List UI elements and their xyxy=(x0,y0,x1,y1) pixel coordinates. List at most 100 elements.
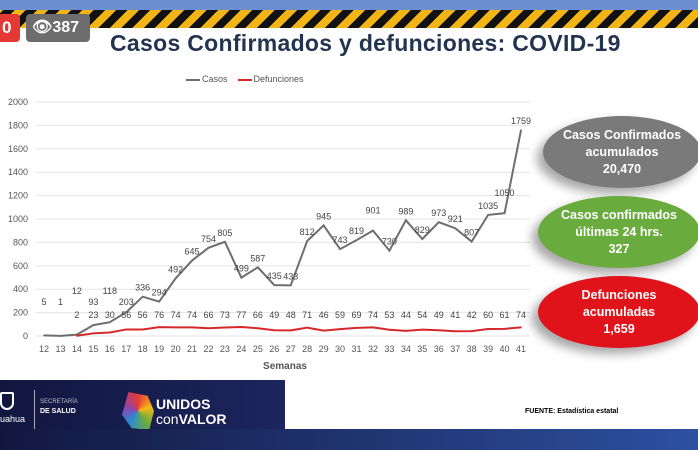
x-tick-label: 14 xyxy=(72,344,82,354)
x-tick-label: 35 xyxy=(417,344,427,354)
data-point xyxy=(503,328,506,330)
data-point xyxy=(470,240,473,243)
x-tick-label: 13 xyxy=(55,344,65,354)
x-tick-label: 16 xyxy=(105,344,115,354)
y-tick-label: 2000 xyxy=(8,97,28,107)
x-tick-label: 33 xyxy=(384,344,394,354)
legend-defunciones: Defunciones xyxy=(237,74,304,84)
data-point xyxy=(289,284,292,287)
data-label: 74 xyxy=(187,310,197,320)
x-tick-label: 25 xyxy=(253,344,263,354)
data-label: 41 xyxy=(450,310,460,320)
value: 327 xyxy=(608,241,630,256)
data-point xyxy=(487,214,489,216)
data-point xyxy=(207,246,210,249)
data-label: 819 xyxy=(349,226,364,236)
data-label: 66 xyxy=(253,310,263,320)
data-point xyxy=(454,330,457,333)
bubble-casos-24h: Casos confirmados últimas 24 hrs. 327 xyxy=(538,196,698,268)
bubble-casos-acumulados: Casos Confirmados acumulados 20,470 xyxy=(543,116,698,188)
data-label: 5 xyxy=(41,297,46,307)
data-label: 499 xyxy=(234,264,249,274)
x-tick-label: 26 xyxy=(269,344,279,354)
x-tick-label: 40 xyxy=(500,344,510,354)
data-point xyxy=(503,212,506,214)
x-tick-label: 39 xyxy=(483,344,493,354)
x-tick-label: 22 xyxy=(203,344,213,354)
data-label: 54 xyxy=(417,310,427,320)
x-tick-label: 36 xyxy=(434,344,444,354)
data-label: 48 xyxy=(286,310,296,320)
data-label: 1035 xyxy=(478,201,498,211)
data-label: 730 xyxy=(382,237,397,247)
data-point xyxy=(125,311,128,314)
state-name: uahua xyxy=(0,414,26,424)
data-label: 44 xyxy=(401,310,411,320)
data-point xyxy=(141,295,144,298)
data-point xyxy=(240,326,243,328)
data-label: 60 xyxy=(483,310,493,320)
data-point xyxy=(405,219,407,222)
data-point xyxy=(240,276,243,279)
value: 20,470 xyxy=(602,161,642,176)
series-line-casos xyxy=(43,130,522,337)
data-label: 336 xyxy=(135,283,150,293)
data-label: 74 xyxy=(516,310,526,320)
data-label: 66 xyxy=(203,310,213,320)
x-axis-label: Semanas xyxy=(263,361,307,372)
data-point xyxy=(388,328,391,331)
x-tick-label: 12 xyxy=(39,344,49,354)
data-label: 2 xyxy=(74,310,79,320)
data-point xyxy=(273,329,276,332)
x-tick-label: 18 xyxy=(138,344,148,354)
x-tick-label: 24 xyxy=(236,344,246,354)
data-label: 945 xyxy=(316,211,331,221)
y-tick-label: 0 xyxy=(23,331,28,341)
y-tick-label: 200 xyxy=(13,308,28,318)
data-point xyxy=(43,334,45,337)
source-note: FUENTE: Estadística estatal xyxy=(525,408,619,415)
legend-casos: Casos xyxy=(186,74,228,84)
data-label: 74 xyxy=(368,310,378,320)
data-point xyxy=(59,335,62,337)
page-title: Casos Confirmados y defunciones: COVID-1… xyxy=(110,30,621,56)
data-label: 23 xyxy=(88,310,98,320)
state-shield-logo xyxy=(0,392,14,410)
data-label: 812 xyxy=(300,227,315,237)
data-label: 42 xyxy=(467,310,477,320)
data-label: 12 xyxy=(72,286,82,296)
data-point xyxy=(158,300,160,303)
x-tick-label: 37 xyxy=(450,344,460,354)
data-label: 645 xyxy=(185,247,200,257)
data-point xyxy=(520,326,522,329)
x-tick-label: 34 xyxy=(401,344,411,354)
data-point xyxy=(355,239,358,241)
x-tick-label: 21 xyxy=(187,344,197,354)
data-point xyxy=(224,241,226,243)
data-point xyxy=(224,326,226,329)
data-point xyxy=(421,238,424,240)
data-point xyxy=(421,328,424,331)
data-label: 53 xyxy=(384,310,394,320)
data-point xyxy=(174,326,177,329)
data-label: 973 xyxy=(431,208,446,218)
data-point xyxy=(191,326,193,329)
unidos-con-valor: UNIDOS conVALOR xyxy=(156,396,227,427)
live-badge: 0 xyxy=(0,14,20,42)
data-label: 203 xyxy=(119,297,134,307)
x-tick-label: 28 xyxy=(302,344,312,354)
divider xyxy=(34,390,35,432)
data-label: 49 xyxy=(269,310,279,320)
series-line-defunciones xyxy=(76,325,522,337)
x-tick-label: 38 xyxy=(467,344,477,354)
footer-white-panel xyxy=(285,380,698,429)
x-tick-label: 19 xyxy=(154,344,164,354)
value: 1,659 xyxy=(603,321,635,336)
data-label: 93 xyxy=(88,297,98,307)
data-point xyxy=(108,321,111,323)
data-point xyxy=(339,248,341,250)
data-label: 77 xyxy=(236,310,246,320)
data-point xyxy=(454,227,457,230)
data-point xyxy=(372,229,374,232)
